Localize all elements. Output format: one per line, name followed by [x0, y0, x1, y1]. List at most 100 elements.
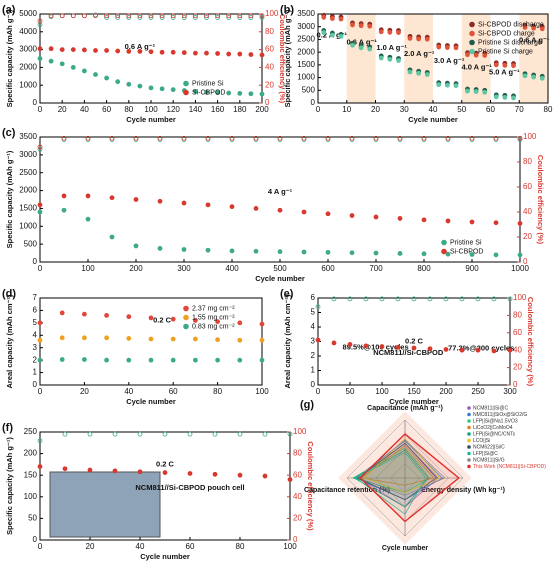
x-axis-label: Cycle number: [255, 274, 305, 283]
efficiency-point: [59, 13, 65, 19]
y-tick-label: 4: [311, 322, 316, 331]
y-tick-label: 6: [311, 293, 316, 302]
x-axis-label: Cycle number: [408, 115, 458, 124]
data-point: [379, 344, 385, 349]
data-point: [473, 89, 479, 94]
y-tick-label: 5: [311, 308, 316, 317]
annotation: 77.3%@300 cycles: [448, 343, 514, 352]
data-point: [204, 50, 209, 56]
efficiency-point: [157, 135, 163, 141]
x-tick-label: 100: [255, 387, 269, 396]
annotation: 3.0 A g⁻¹: [434, 56, 465, 65]
data-point: [325, 211, 331, 217]
data-point: [215, 337, 221, 343]
efficiency-point: [363, 296, 369, 302]
data-point: [104, 75, 109, 81]
data-point: [37, 56, 43, 61]
data-point: [445, 218, 451, 224]
efficiency-point: [277, 135, 283, 141]
data-point: [315, 337, 321, 343]
y-tick-label: 200: [24, 449, 38, 458]
efficiency-point: [347, 296, 353, 302]
legend-marker: [467, 406, 471, 410]
y-tick-label: 1: [311, 366, 316, 375]
data-point: [37, 320, 43, 326]
data-point: [473, 52, 479, 58]
y-tick-label: 2500: [297, 35, 315, 44]
x-tick-label: 20: [371, 105, 380, 114]
y2-tick-label: 60: [513, 328, 522, 337]
y-axis-label: Specific capacity (mAh g⁻¹): [5, 9, 14, 107]
data-point: [226, 51, 232, 57]
y-tick-label: 3000: [19, 45, 37, 54]
efficiency-point: [148, 15, 154, 20]
efficiency-point: [421, 135, 427, 141]
data-point: [378, 29, 384, 35]
data-point: [126, 48, 132, 54]
y-tick-label: 3: [311, 337, 316, 346]
data-point: [338, 33, 344, 39]
data-point: [133, 243, 139, 249]
efficiency-point: [181, 15, 187, 20]
data-point: [397, 216, 403, 221]
data-point: [511, 63, 516, 69]
efficiency-point: [181, 135, 187, 141]
data-point: [502, 62, 508, 68]
efficiency-point: [82, 13, 87, 19]
data-point: [493, 94, 499, 100]
y2-tick-label: 60: [293, 470, 302, 479]
data-point: [104, 335, 109, 341]
x-tick-label: 60: [186, 542, 195, 551]
data-point: [237, 51, 243, 57]
annotation: 1.0 A g⁻¹: [376, 43, 407, 52]
data-point: [331, 340, 337, 346]
radar-series: [356, 442, 438, 501]
data-point: [61, 193, 67, 199]
y-axis-label: Specific capacity (mAh g⁻¹): [5, 437, 14, 535]
legend-marker: [469, 21, 475, 28]
x-tick-label: 200: [129, 264, 143, 273]
data-point: [507, 347, 513, 353]
data-point: [522, 25, 528, 30]
x-tick-label: 30: [400, 105, 409, 114]
data-point: [373, 250, 379, 256]
data-point: [396, 30, 401, 35]
legend-label: Pristine Si discharge: [478, 39, 542, 46]
x-tick-label: 80: [213, 387, 222, 396]
y2-tick-label: 80: [293, 449, 302, 458]
annotation: 0.6 A g⁻¹: [125, 42, 156, 51]
efficiency-point: [126, 13, 132, 19]
y-tick-label: 250: [24, 427, 38, 436]
data-point: [338, 16, 344, 22]
data-point: [192, 336, 198, 342]
x-tick-label: 200: [255, 105, 269, 114]
legend-marker: [469, 39, 475, 46]
data-point: [277, 249, 283, 255]
y2-tick-label: 60: [523, 182, 532, 191]
y-tick-label: 500: [24, 239, 38, 248]
data-point: [104, 312, 109, 318]
y-tick-label: 5000: [19, 9, 37, 18]
data-point: [170, 87, 176, 93]
data-point: [493, 220, 499, 226]
data-point: [48, 58, 54, 64]
legend-label: Pristine Si: [450, 239, 482, 246]
data-point: [215, 51, 221, 56]
data-point: [287, 477, 293, 482]
efficiency-point: [104, 13, 109, 19]
data-point: [387, 56, 393, 62]
data-point: [237, 472, 243, 478]
x-tick-label: 700: [369, 264, 383, 273]
efficiency-point: [204, 15, 209, 20]
data-point: [436, 44, 442, 50]
legend-label: 2.37 mg cm⁻²: [192, 305, 235, 312]
legend-label: NCM622||Si/C: [473, 444, 505, 450]
photo-inset: [49, 471, 161, 538]
data-point: [229, 204, 235, 210]
y2-tick-label: 100: [513, 293, 527, 302]
efficiency-point: [87, 431, 93, 437]
data-point: [416, 36, 422, 42]
y-tick-label: 100: [24, 492, 38, 501]
data-point: [539, 75, 545, 81]
x-tick-label: 60: [486, 105, 495, 114]
